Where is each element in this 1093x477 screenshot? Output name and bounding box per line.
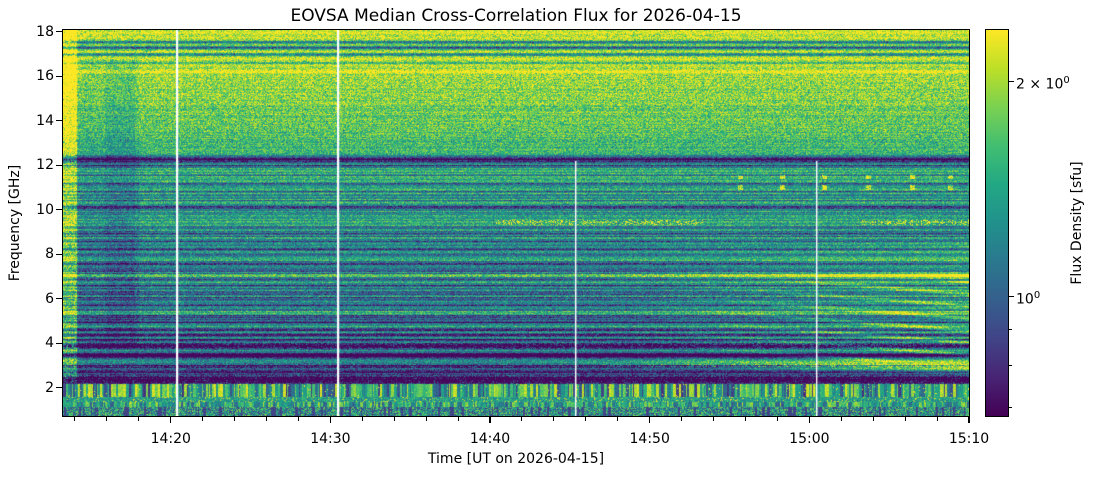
x-minor-tick bbox=[713, 417, 715, 421]
x-major-tick bbox=[649, 417, 651, 423]
x-minor-tick bbox=[361, 417, 363, 421]
chart-title: EOVSA Median Cross-Correlation Flux for … bbox=[290, 6, 742, 26]
x-minor-tick bbox=[457, 417, 459, 421]
x-minor-tick bbox=[840, 417, 842, 421]
x-tick-label: 14:50 bbox=[629, 431, 670, 447]
x-minor-tick bbox=[138, 417, 140, 421]
y-major-tick bbox=[56, 342, 62, 344]
x-major-tick bbox=[329, 417, 332, 423]
y-major-tick bbox=[56, 209, 62, 211]
y-tick-label: 14 bbox=[36, 112, 54, 129]
colorbar-minor-tick bbox=[1009, 328, 1012, 330]
x-minor-tick bbox=[936, 417, 938, 421]
x-minor-tick bbox=[617, 417, 619, 421]
x-minor-tick bbox=[106, 417, 108, 421]
x-minor-tick bbox=[744, 417, 746, 421]
spectrogram-canvas bbox=[63, 30, 969, 416]
x-minor-tick bbox=[521, 417, 523, 421]
x-minor-tick bbox=[425, 417, 427, 421]
y-tick-label: 4 bbox=[45, 335, 54, 352]
x-major-tick bbox=[808, 417, 811, 423]
colorbar-tick-label: 2 × 100 bbox=[1016, 75, 1070, 93]
x-minor-tick bbox=[904, 417, 906, 421]
colorbar-tick-label: 100 bbox=[1016, 290, 1041, 309]
y-axis-label: Frequency [GHz] bbox=[7, 164, 23, 282]
x-axis-label: Time [UT on 2026-04-15] bbox=[427, 451, 605, 467]
x-minor-tick bbox=[202, 417, 204, 421]
y-tick-label: 6 bbox=[45, 290, 54, 307]
y-tick-label: 12 bbox=[36, 157, 54, 174]
x-minor-tick bbox=[872, 417, 874, 421]
x-major-tick bbox=[968, 417, 970, 423]
y-tick-label: 10 bbox=[36, 201, 54, 218]
colorbar-gradient bbox=[986, 30, 1008, 416]
colorbar-major-tick bbox=[1009, 295, 1014, 298]
x-tick-label: 15:00 bbox=[789, 431, 830, 447]
colorbar-minor-tick bbox=[1009, 406, 1012, 408]
x-minor-tick bbox=[553, 417, 555, 421]
y-major-tick bbox=[56, 31, 62, 33]
x-minor-tick bbox=[266, 417, 268, 421]
x-major-tick bbox=[489, 417, 491, 423]
y-tick-label: 2 bbox=[45, 379, 54, 396]
y-major-tick bbox=[56, 75, 62, 77]
y-tick-label: 8 bbox=[45, 246, 54, 263]
y-major-tick bbox=[56, 298, 62, 300]
x-tick-label: 15:10 bbox=[948, 431, 990, 447]
x-tick-label: 14:40 bbox=[469, 431, 511, 447]
y-tick-label: 18 bbox=[36, 23, 54, 40]
x-tick-label: 14:20 bbox=[150, 431, 191, 447]
x-minor-tick bbox=[681, 417, 683, 421]
x-tick-label: 14:30 bbox=[310, 431, 351, 447]
x-minor-tick bbox=[297, 417, 299, 421]
y-major-tick bbox=[56, 387, 62, 389]
colorbar-label: Flux Density [sfu] bbox=[1069, 161, 1085, 285]
x-minor-tick bbox=[585, 417, 587, 421]
x-major-tick bbox=[170, 417, 172, 423]
x-minor-tick bbox=[776, 417, 778, 421]
x-minor-tick bbox=[234, 417, 236, 421]
colorbar bbox=[985, 29, 1009, 417]
colorbar-minor-tick bbox=[1009, 365, 1012, 367]
x-minor-tick bbox=[393, 417, 395, 421]
y-major-tick bbox=[56, 164, 62, 166]
y-tick-label: 16 bbox=[36, 68, 54, 85]
x-minor-tick bbox=[74, 417, 76, 421]
y-major-tick bbox=[56, 253, 62, 255]
colorbar-major-tick bbox=[1009, 80, 1014, 83]
y-major-tick bbox=[56, 120, 62, 122]
plot-area bbox=[62, 29, 970, 417]
